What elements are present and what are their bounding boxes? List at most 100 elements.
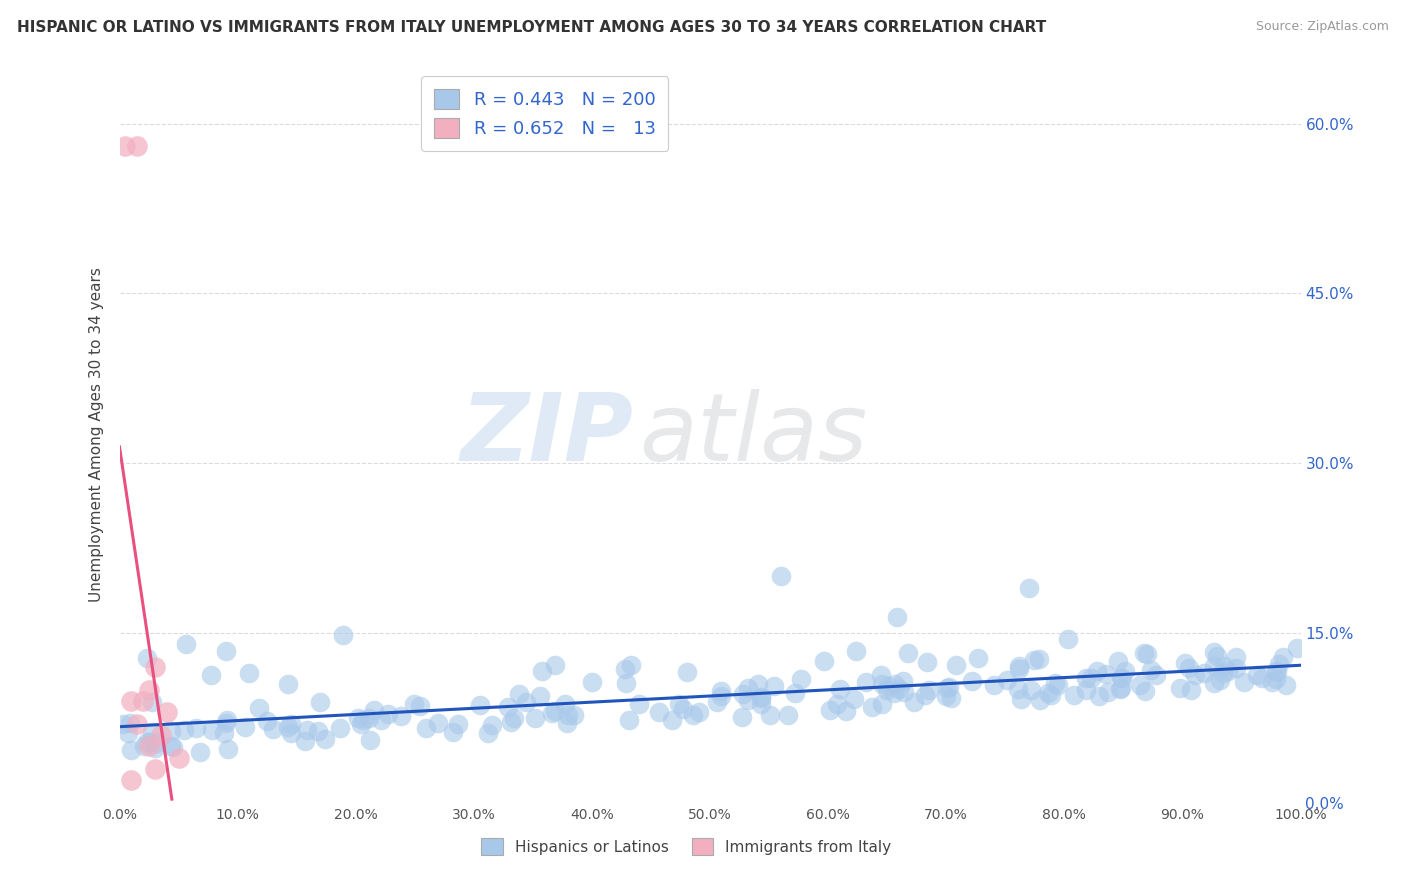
Point xyxy=(174,636,197,650)
Point xyxy=(143,660,166,674)
Point xyxy=(783,686,806,700)
Point xyxy=(1216,664,1239,678)
Point xyxy=(554,697,576,711)
Point xyxy=(377,706,399,721)
Point xyxy=(277,720,299,734)
Point xyxy=(870,698,893,712)
Point xyxy=(668,697,690,711)
Point xyxy=(710,683,733,698)
Point xyxy=(1286,640,1309,655)
Point xyxy=(966,650,988,665)
Point xyxy=(441,725,464,739)
Point xyxy=(876,682,898,697)
Point xyxy=(1209,673,1232,687)
Point xyxy=(1021,682,1043,697)
Point xyxy=(619,658,641,673)
Point xyxy=(143,762,166,776)
Point xyxy=(357,711,380,725)
Point xyxy=(733,687,755,701)
Point xyxy=(1174,656,1197,670)
Point xyxy=(818,703,841,717)
Point xyxy=(496,699,519,714)
Point xyxy=(889,682,911,697)
Point xyxy=(903,695,925,709)
Point xyxy=(710,689,733,703)
Point xyxy=(173,723,195,737)
Point xyxy=(1184,667,1206,681)
Point xyxy=(627,698,650,712)
Point xyxy=(233,720,256,734)
Point xyxy=(747,677,769,691)
Point xyxy=(581,675,603,690)
Point xyxy=(1178,660,1201,674)
Point xyxy=(790,672,813,686)
Point xyxy=(884,676,907,690)
Point xyxy=(758,707,780,722)
Point xyxy=(1111,681,1133,696)
Point xyxy=(676,665,699,680)
Point xyxy=(813,654,835,668)
Point xyxy=(389,708,412,723)
Point xyxy=(297,723,319,737)
Point xyxy=(136,735,159,749)
Point xyxy=(138,739,160,754)
Point xyxy=(136,650,159,665)
Point xyxy=(1039,688,1062,702)
Point xyxy=(945,657,967,672)
Point xyxy=(860,700,883,714)
Point xyxy=(402,697,425,711)
Point xyxy=(564,708,586,723)
Point xyxy=(1212,666,1234,681)
Point xyxy=(1010,692,1032,706)
Y-axis label: Unemployment Among Ages 30 to 34 years: Unemployment Among Ages 30 to 34 years xyxy=(89,268,104,602)
Point xyxy=(830,682,852,697)
Point xyxy=(215,716,238,731)
Point xyxy=(188,745,211,759)
Point xyxy=(132,694,155,708)
Point xyxy=(886,610,908,624)
Point xyxy=(523,711,546,725)
Text: atlas: atlas xyxy=(640,389,868,481)
Point xyxy=(1007,682,1029,697)
Point xyxy=(1097,685,1119,699)
Point xyxy=(1057,632,1080,647)
Point xyxy=(688,705,710,719)
Point xyxy=(749,690,772,705)
Point xyxy=(162,740,184,755)
Point xyxy=(960,674,983,689)
Point xyxy=(914,688,936,702)
Point xyxy=(935,681,957,695)
Point xyxy=(143,740,166,755)
Point xyxy=(1008,659,1031,673)
Point xyxy=(842,691,865,706)
Point xyxy=(876,679,898,693)
Point xyxy=(447,716,470,731)
Point xyxy=(138,682,160,697)
Point xyxy=(408,699,430,714)
Point xyxy=(1111,671,1133,685)
Point xyxy=(1129,678,1152,692)
Point xyxy=(661,713,683,727)
Point xyxy=(1144,668,1167,682)
Point xyxy=(918,683,941,698)
Point xyxy=(1246,668,1268,682)
Point xyxy=(1087,689,1109,703)
Point xyxy=(1109,681,1132,696)
Point xyxy=(1192,666,1215,681)
Point xyxy=(897,646,920,660)
Point xyxy=(891,673,914,688)
Text: HISPANIC OR LATINO VS IMMIGRANTS FROM ITALY UNEMPLOYMENT AMONG AGES 30 TO 34 YEA: HISPANIC OR LATINO VS IMMIGRANTS FROM IT… xyxy=(17,20,1046,35)
Point xyxy=(737,681,759,695)
Point xyxy=(883,686,905,700)
Point xyxy=(614,676,637,690)
Point xyxy=(503,711,526,725)
Point xyxy=(1205,649,1227,664)
Point xyxy=(540,706,562,720)
Point xyxy=(529,689,551,703)
Point xyxy=(114,139,136,153)
Point xyxy=(617,714,640,728)
Point xyxy=(167,750,190,764)
Point xyxy=(363,702,385,716)
Point xyxy=(1202,645,1225,659)
Point xyxy=(332,627,354,641)
